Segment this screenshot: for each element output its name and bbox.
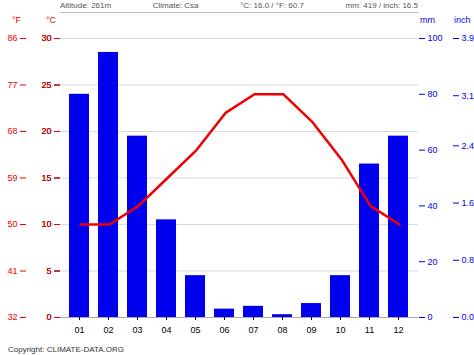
svg-text:5: 5 (46, 266, 51, 276)
html-text:Altitude: 261m: Altitude: 261m (60, 1, 112, 10)
svg-text:05: 05 (190, 325, 200, 335)
svg-text:0.8: 0.8 (462, 255, 474, 265)
svg-text:86: 86 (7, 33, 17, 43)
svg-text:08: 08 (277, 325, 287, 335)
svg-text:77: 77 (7, 80, 17, 90)
svg-text:20: 20 (41, 126, 51, 136)
svg-text:20: 20 (41, 126, 51, 136)
svg-text:60: 60 (428, 145, 438, 155)
svg-text:1.6: 1.6 (462, 198, 474, 208)
svg-text:32: 32 (7, 312, 17, 322)
svg-text:30: 30 (41, 33, 51, 43)
svg-text:50: 50 (7, 219, 17, 229)
html-text:mm: 419 / inch: 16.5: mm: 419 / inch: 16.5 (345, 1, 418, 10)
html-text:°C: 16.0 / °F: 60.7: °C: 16.0 / °F: 60.7 (240, 1, 304, 10)
svg-text:0.0: 0.0 (462, 312, 474, 322)
svg-text:3.1: 3.1 (462, 91, 474, 101)
svg-text:100: 100 (428, 33, 443, 43)
svg-text:04: 04 (161, 325, 171, 335)
html-text:inch: inch (454, 15, 471, 25)
svg-text:0: 0 (428, 312, 433, 322)
html-text:Copyright: CLIMATE-DATA.ORG: Copyright: CLIMATE-DATA.ORG (8, 345, 124, 354)
svg-text:25: 25 (41, 80, 51, 90)
svg-text:15: 15 (41, 173, 51, 183)
svg-text:11: 11 (365, 325, 374, 335)
html-text:mm: mm (420, 15, 435, 25)
svg-text:41: 41 (7, 266, 17, 276)
svg-text:2.4: 2.4 (462, 141, 474, 151)
svg-text:68: 68 (7, 126, 17, 136)
svg-text:80: 80 (428, 89, 438, 99)
svg-text:5: 5 (46, 266, 51, 276)
svg-text:10: 10 (335, 325, 345, 335)
svg-text:07: 07 (248, 325, 258, 335)
svg-text:01: 01 (74, 325, 84, 335)
svg-text:0: 0 (46, 312, 51, 322)
html-text:Climate: Csa: Climate: Csa (152, 1, 199, 10)
svg-text:06: 06 (219, 325, 229, 335)
svg-text:30: 30 (41, 33, 51, 43)
svg-text:03: 03 (132, 325, 142, 335)
svg-text:10: 10 (41, 219, 51, 229)
svg-text:25: 25 (41, 80, 51, 90)
html-text:°F: °F (12, 15, 22, 25)
html-text:°C: °C (46, 15, 57, 25)
svg-text:3.9: 3.9 (462, 33, 474, 43)
svg-text:12: 12 (393, 325, 403, 335)
svg-text:10: 10 (41, 219, 51, 229)
svg-text:20: 20 (428, 257, 438, 267)
svg-text:09: 09 (306, 325, 316, 335)
svg-text:59: 59 (7, 173, 17, 183)
svg-text:0: 0 (46, 312, 51, 322)
svg-text:40: 40 (428, 201, 438, 211)
svg-text:02: 02 (103, 325, 113, 335)
svg-text:15: 15 (41, 173, 51, 183)
